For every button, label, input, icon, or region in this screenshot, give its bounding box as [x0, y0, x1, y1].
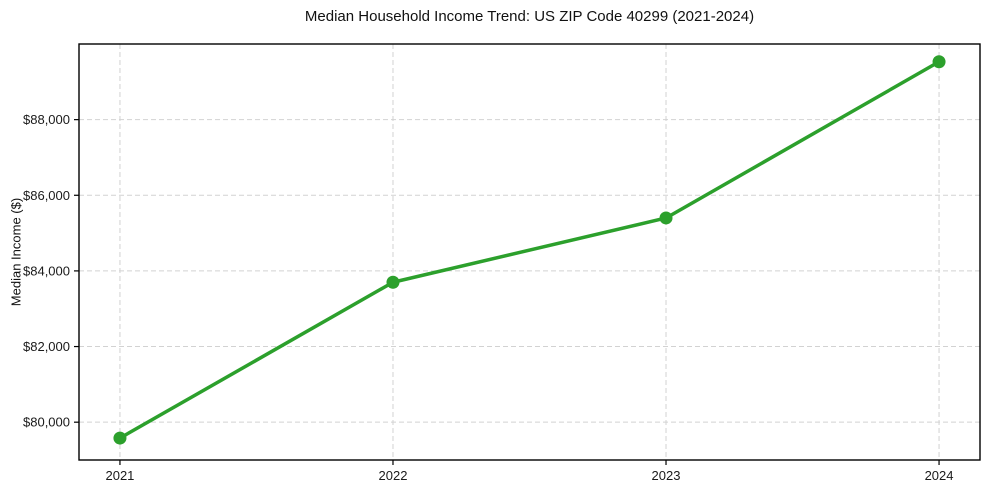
data-point-marker	[659, 211, 673, 225]
data-point-marker	[113, 431, 127, 445]
x-tick-label: 2022	[379, 468, 408, 483]
y-tick-label: $88,000	[23, 112, 70, 127]
x-tick-label: 2023	[652, 468, 681, 483]
y-axis-label: Median Income ($)	[8, 197, 24, 307]
plot-border	[78, 43, 981, 461]
data-point-marker	[386, 275, 400, 289]
chart-title: Median Household Income Trend: US ZIP Co…	[304, 8, 755, 25]
y-tick-label: $86,000	[23, 188, 70, 203]
x-tick-label: 2024	[925, 468, 954, 483]
data-point-marker	[932, 55, 946, 69]
x-tick-label: 2021	[105, 468, 134, 483]
y-tick-label: $84,000	[23, 263, 70, 278]
y-tick-label: $80,000	[23, 415, 70, 430]
income-trend-line	[118, 60, 941, 440]
y-tick-label: $82,000	[23, 339, 70, 354]
